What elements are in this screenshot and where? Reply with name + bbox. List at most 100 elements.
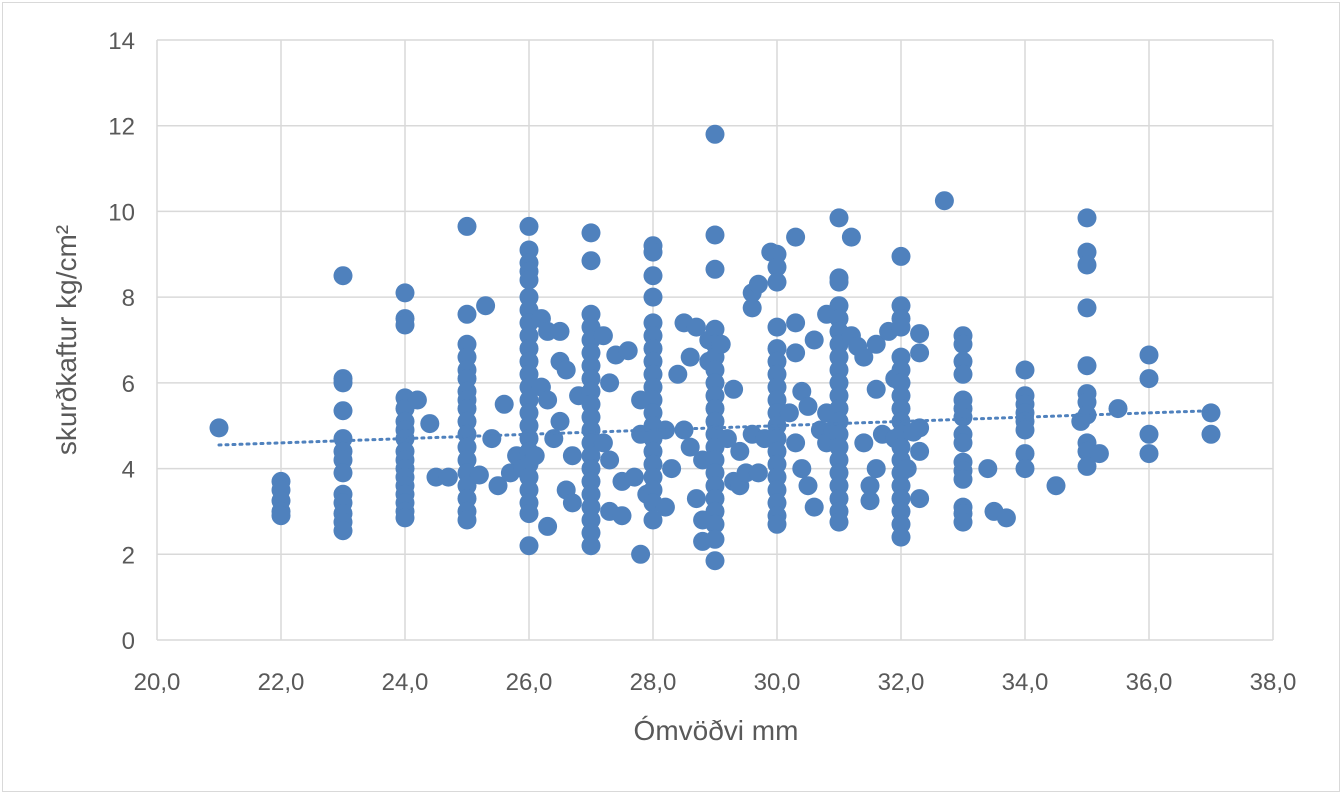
data-point bbox=[910, 489, 930, 509]
x-tick-label: 20,0 bbox=[134, 669, 181, 696]
data-point bbox=[550, 411, 570, 431]
y-axis-ticks: 0 2 4 6 8 10 12 14 bbox=[108, 28, 135, 655]
data-point bbox=[1108, 399, 1128, 419]
x-tick-label: 26,0 bbox=[506, 669, 553, 696]
data-point bbox=[562, 493, 582, 513]
data-point bbox=[581, 251, 601, 271]
data-point bbox=[544, 429, 564, 449]
y-tick-label: 4 bbox=[122, 457, 135, 484]
data-point bbox=[953, 433, 973, 453]
data-point bbox=[860, 476, 880, 496]
data-point bbox=[1046, 476, 1066, 496]
data-point bbox=[705, 514, 725, 534]
y-tick-label: 14 bbox=[108, 28, 135, 55]
data-point bbox=[829, 272, 849, 292]
data-point bbox=[333, 373, 353, 393]
data-point bbox=[643, 266, 663, 286]
data-point bbox=[593, 433, 613, 453]
data-point bbox=[1015, 420, 1035, 440]
data-point bbox=[519, 270, 539, 290]
y-tick-label: 2 bbox=[122, 542, 135, 569]
data-point bbox=[395, 283, 415, 303]
data-point bbox=[1015, 459, 1035, 479]
data-point bbox=[1077, 356, 1097, 376]
data-point bbox=[829, 208, 849, 228]
y-tick-label: 6 bbox=[122, 371, 135, 398]
data-point bbox=[705, 529, 725, 549]
data-point bbox=[1139, 369, 1159, 389]
data-point bbox=[624, 467, 644, 487]
data-point bbox=[934, 191, 954, 211]
data-point bbox=[910, 324, 930, 344]
data-point bbox=[600, 450, 620, 470]
data-point bbox=[333, 401, 353, 421]
data-point bbox=[1139, 345, 1159, 365]
y-tick-label: 0 bbox=[122, 628, 135, 655]
data-point bbox=[618, 341, 638, 361]
data-point bbox=[891, 317, 911, 337]
data-point bbox=[662, 459, 682, 479]
data-point bbox=[829, 512, 849, 532]
data-point bbox=[767, 272, 787, 292]
data-point bbox=[866, 334, 886, 354]
data-point bbox=[705, 551, 725, 571]
data-point bbox=[438, 467, 458, 487]
data-point bbox=[786, 343, 806, 363]
data-point bbox=[804, 330, 824, 350]
data-point bbox=[910, 343, 930, 363]
data-point bbox=[581, 223, 601, 243]
data-point bbox=[556, 360, 576, 380]
data-point bbox=[457, 510, 477, 530]
data-point bbox=[786, 313, 806, 333]
data-point bbox=[779, 403, 799, 423]
data-point bbox=[786, 433, 806, 453]
x-tick-label: 24,0 bbox=[382, 669, 429, 696]
data-point bbox=[841, 227, 861, 247]
data-point bbox=[631, 544, 651, 564]
data-point bbox=[469, 465, 489, 485]
data-point bbox=[643, 242, 663, 262]
data-point bbox=[680, 347, 700, 367]
data-point bbox=[996, 508, 1016, 528]
data-point bbox=[897, 459, 917, 479]
data-point bbox=[680, 437, 700, 457]
y-tick-label: 10 bbox=[108, 199, 135, 226]
data-point bbox=[866, 459, 886, 479]
x-axis-title: Ómvöðvi mm bbox=[634, 715, 799, 746]
data-point bbox=[953, 407, 973, 427]
data-point bbox=[1201, 403, 1221, 423]
data-point bbox=[593, 326, 613, 346]
data-point bbox=[767, 514, 787, 534]
data-point bbox=[494, 394, 514, 414]
y-axis-title: skurðkaftur kg/cm² bbox=[51, 225, 82, 455]
x-tick-label: 38,0 bbox=[1250, 669, 1297, 696]
data-point bbox=[333, 266, 353, 286]
data-point bbox=[612, 506, 632, 526]
data-point bbox=[488, 476, 508, 496]
data-point bbox=[519, 536, 539, 556]
data-point bbox=[792, 381, 812, 401]
data-point bbox=[550, 321, 570, 341]
data-point bbox=[767, 317, 787, 337]
data-point bbox=[519, 504, 539, 524]
x-tick-label: 34,0 bbox=[1002, 669, 1049, 696]
data-point bbox=[724, 379, 744, 399]
data-point bbox=[854, 347, 874, 367]
data-points bbox=[209, 124, 1221, 571]
data-point bbox=[271, 506, 291, 526]
data-point bbox=[538, 390, 558, 410]
data-point bbox=[891, 246, 911, 266]
data-point bbox=[1077, 298, 1097, 318]
data-point bbox=[420, 414, 440, 434]
data-point bbox=[717, 429, 737, 449]
data-point bbox=[457, 304, 477, 324]
data-point bbox=[1077, 255, 1097, 275]
x-axis-ticks: 20,0 22,0 24,0 26,0 28,0 30,0 32,0 34,0 36,0 38,0 bbox=[134, 669, 1297, 696]
data-point bbox=[742, 298, 762, 318]
data-point bbox=[910, 441, 930, 461]
data-point bbox=[333, 521, 353, 541]
data-point bbox=[953, 364, 973, 384]
data-point bbox=[804, 497, 824, 517]
data-point bbox=[798, 476, 818, 496]
